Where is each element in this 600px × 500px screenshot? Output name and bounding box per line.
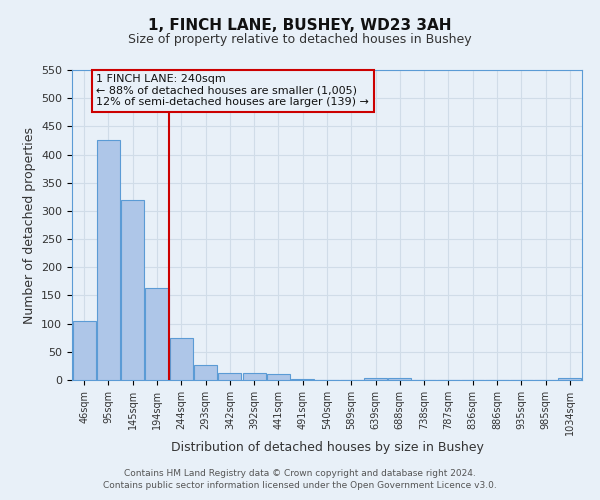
X-axis label: Distribution of detached houses by size in Bushey: Distribution of detached houses by size … bbox=[170, 440, 484, 454]
Bar bbox=[559, 378, 581, 380]
Bar bbox=[364, 378, 387, 380]
Bar bbox=[73, 321, 95, 380]
Bar bbox=[170, 338, 193, 380]
Bar bbox=[242, 372, 266, 380]
Text: 1, FINCH LANE, BUSHEY, WD23 3AH: 1, FINCH LANE, BUSHEY, WD23 3AH bbox=[148, 18, 452, 32]
Bar bbox=[388, 378, 412, 380]
Bar bbox=[194, 365, 217, 380]
Bar bbox=[145, 288, 169, 380]
Y-axis label: Number of detached properties: Number of detached properties bbox=[23, 126, 35, 324]
Bar bbox=[267, 374, 290, 380]
Bar bbox=[218, 372, 241, 380]
Bar bbox=[97, 140, 120, 380]
Bar bbox=[121, 200, 144, 380]
Text: Contains HM Land Registry data © Crown copyright and database right 2024.: Contains HM Land Registry data © Crown c… bbox=[124, 468, 476, 477]
Bar bbox=[291, 379, 314, 380]
Text: Size of property relative to detached houses in Bushey: Size of property relative to detached ho… bbox=[128, 32, 472, 46]
Text: Contains public sector information licensed under the Open Government Licence v3: Contains public sector information licen… bbox=[103, 481, 497, 490]
Text: 1 FINCH LANE: 240sqm
← 88% of detached houses are smaller (1,005)
12% of semi-de: 1 FINCH LANE: 240sqm ← 88% of detached h… bbox=[96, 74, 369, 107]
